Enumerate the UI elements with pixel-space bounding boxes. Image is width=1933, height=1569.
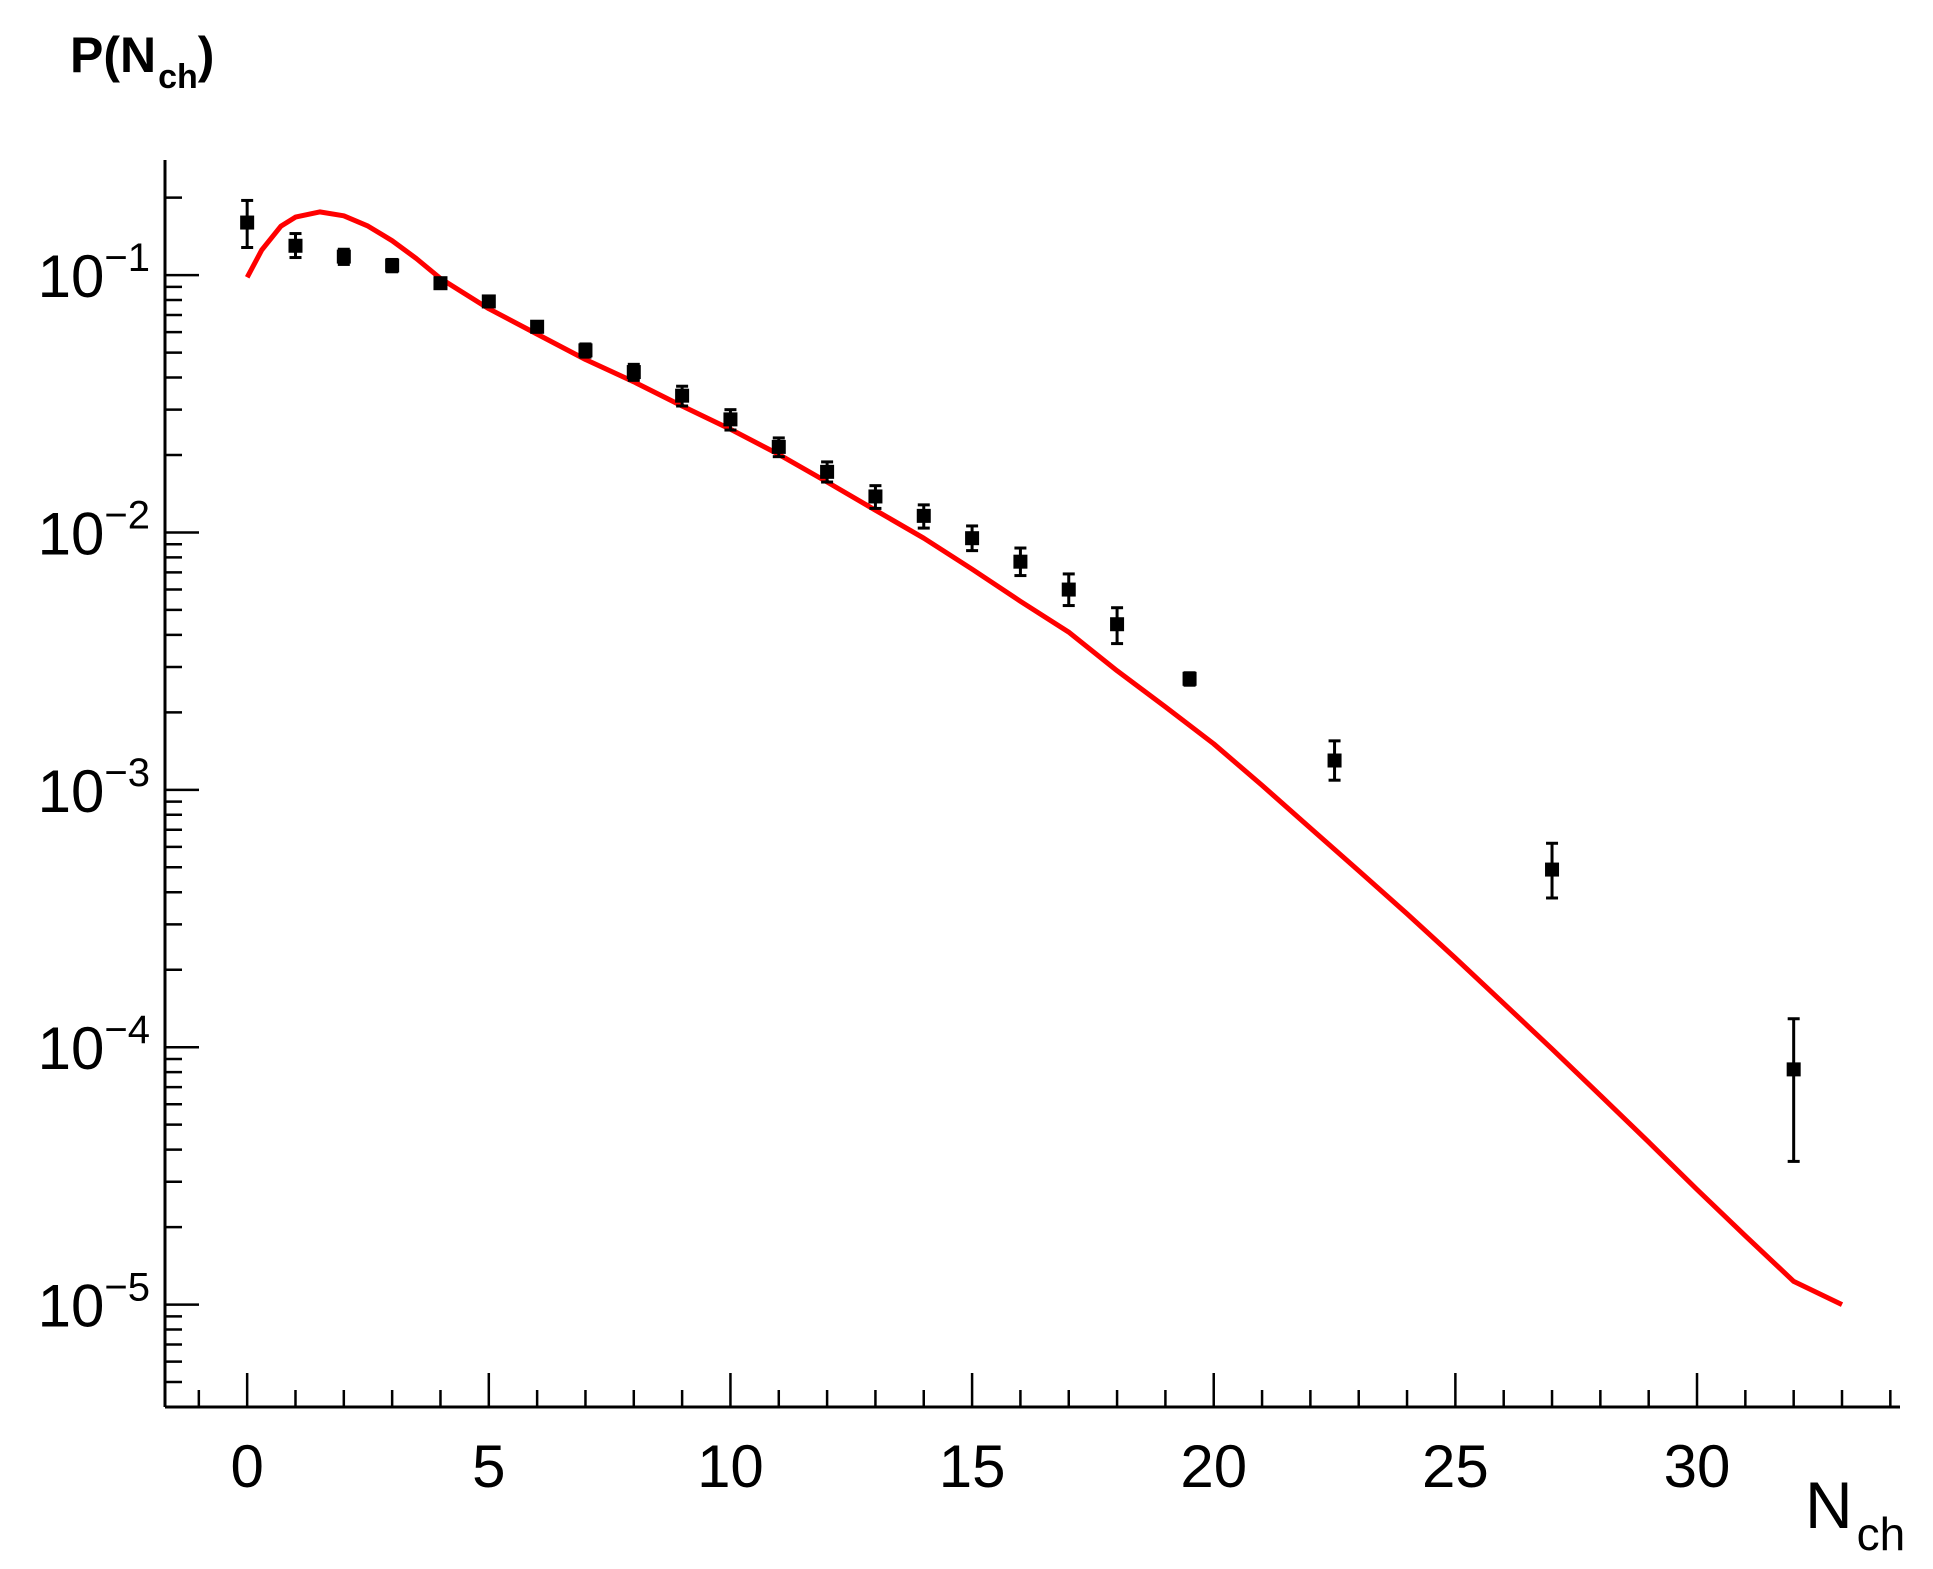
data-point (675, 384, 690, 408)
data-marker (578, 343, 593, 358)
data-marker (771, 439, 786, 454)
x-axis-title-sub: ch (1857, 1508, 1906, 1560)
data-marker (820, 464, 835, 479)
x-tick-label: 10 (697, 1433, 764, 1500)
fit-curve-layer (244, 209, 1844, 1307)
data-marker (965, 531, 980, 546)
fit-curve (244, 209, 1844, 1307)
y-axis-title-close: ) (198, 27, 215, 83)
y-tick-label-base: 10 (38, 243, 105, 310)
data-point (578, 342, 593, 359)
data-point (868, 484, 883, 510)
y-tick-label: 10−3 (38, 751, 150, 825)
data-point (336, 247, 351, 266)
y-tick-label-exponent: −1 (104, 236, 150, 280)
data-point (1013, 546, 1028, 578)
data-point (530, 319, 545, 334)
y-tick-label-base: 10 (38, 1015, 105, 1082)
data-marker (626, 365, 641, 380)
data-marker (433, 276, 448, 291)
y-tick-label: 10−1 (38, 236, 150, 310)
data-marker (1786, 1062, 1801, 1077)
data-point (820, 460, 835, 484)
data-marker (1545, 862, 1560, 877)
data-point (1061, 572, 1076, 608)
data-marker (868, 489, 883, 504)
y-tick-label: 10−2 (38, 493, 150, 567)
x-tick-label: 5 (472, 1433, 505, 1500)
y-axis-title-main: P(N (70, 27, 156, 83)
data-point (1327, 739, 1342, 782)
data-point (1545, 841, 1560, 900)
data-marker (481, 294, 496, 309)
data-point (723, 408, 738, 432)
x-axis-title: Nch (1805, 1468, 1905, 1560)
x-tick-label: 25 (1422, 1433, 1489, 1500)
x-tick-label: 30 (1664, 1433, 1731, 1500)
data-point (240, 198, 255, 249)
data-marker (1182, 671, 1197, 686)
y-tick-label: 10−5 (38, 1266, 150, 1340)
y-axis-title: P(Nch) (70, 27, 214, 96)
y-tick-label: 10−4 (38, 1008, 150, 1082)
x-tick-label: 15 (939, 1433, 1006, 1500)
data-marker (1327, 753, 1342, 768)
data-point (1786, 1017, 1801, 1163)
data-marker (240, 215, 255, 230)
data-point (1182, 671, 1197, 687)
data-marker (530, 319, 545, 334)
data-marker (916, 508, 931, 523)
y-tick-label-base: 10 (38, 758, 105, 825)
x-tick-label: 20 (1180, 1433, 1247, 1500)
data-points-layer (240, 198, 1801, 1163)
y-axis-title-sub: ch (158, 58, 198, 96)
data-point (771, 436, 786, 459)
data-marker (336, 249, 351, 264)
data-marker (1061, 582, 1076, 597)
data-point (433, 276, 448, 291)
data-point (1110, 606, 1125, 646)
y-tick-label-exponent: −5 (104, 1266, 150, 1310)
data-marker (675, 388, 690, 403)
data-point (965, 524, 980, 553)
data-point (626, 362, 641, 382)
data-marker (385, 258, 400, 273)
x-axis-title-main: N (1805, 1468, 1853, 1542)
data-marker (1013, 554, 1028, 569)
y-tick-label-base: 10 (38, 500, 105, 567)
data-marker (723, 412, 738, 427)
data-point (288, 232, 303, 260)
data-point (385, 257, 400, 274)
y-tick-label-base: 10 (38, 1273, 105, 1340)
y-tick-label-exponent: −4 (104, 1008, 150, 1052)
x-tick-label: 0 (230, 1433, 263, 1500)
data-point (916, 503, 931, 530)
data-marker (1110, 617, 1125, 632)
y-tick-label-exponent: −2 (104, 493, 150, 537)
data-point (481, 294, 496, 309)
data-marker (288, 238, 303, 253)
y-tick-label-exponent: −3 (104, 751, 150, 795)
